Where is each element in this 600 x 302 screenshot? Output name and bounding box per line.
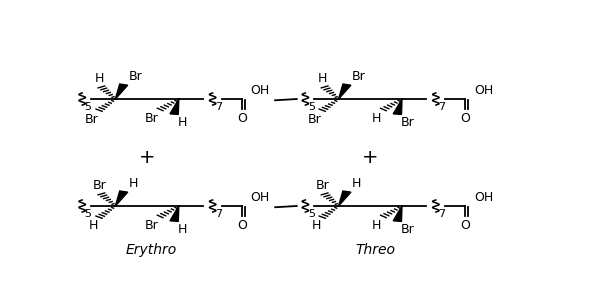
Text: Br: Br [308,113,322,126]
Text: Br: Br [401,223,415,236]
Text: O: O [460,219,470,232]
Polygon shape [170,206,179,221]
Text: H: H [352,177,361,190]
Text: 7: 7 [438,102,445,112]
Text: 5: 5 [85,209,92,219]
Text: OH: OH [251,191,270,204]
Text: O: O [237,111,247,125]
Text: Br: Br [128,70,142,83]
Text: Br: Br [145,219,158,232]
Text: OH: OH [251,84,270,97]
Polygon shape [393,99,402,114]
Text: +: + [362,148,379,167]
Polygon shape [338,84,351,99]
Text: H: H [89,220,98,233]
Text: 7: 7 [215,102,222,112]
Text: Erythro: Erythro [126,243,178,257]
Text: OH: OH [474,84,493,97]
Text: H: H [95,72,104,85]
Text: Br: Br [401,117,415,130]
Text: 5: 5 [85,102,92,112]
Text: Br: Br [316,178,329,191]
Text: Threo: Threo [355,243,395,257]
Text: Br: Br [92,178,106,191]
Polygon shape [170,99,179,114]
Polygon shape [393,206,402,221]
Text: H: H [372,112,382,125]
Text: H: H [178,223,187,236]
Text: H: H [318,72,328,85]
Text: Br: Br [352,70,365,83]
Polygon shape [338,191,351,206]
Text: 5: 5 [308,102,315,112]
Text: O: O [460,111,470,125]
Text: 5: 5 [308,209,315,219]
Text: 7: 7 [215,209,222,219]
Text: H: H [178,117,187,130]
Text: Br: Br [145,112,158,125]
Text: +: + [139,148,155,167]
Polygon shape [115,84,128,99]
Text: H: H [372,219,382,232]
Text: 7: 7 [438,209,445,219]
Text: H: H [128,177,138,190]
Polygon shape [115,191,128,206]
Text: H: H [312,220,322,233]
Text: Br: Br [85,113,98,126]
Text: OH: OH [474,191,493,204]
Text: O: O [237,219,247,232]
